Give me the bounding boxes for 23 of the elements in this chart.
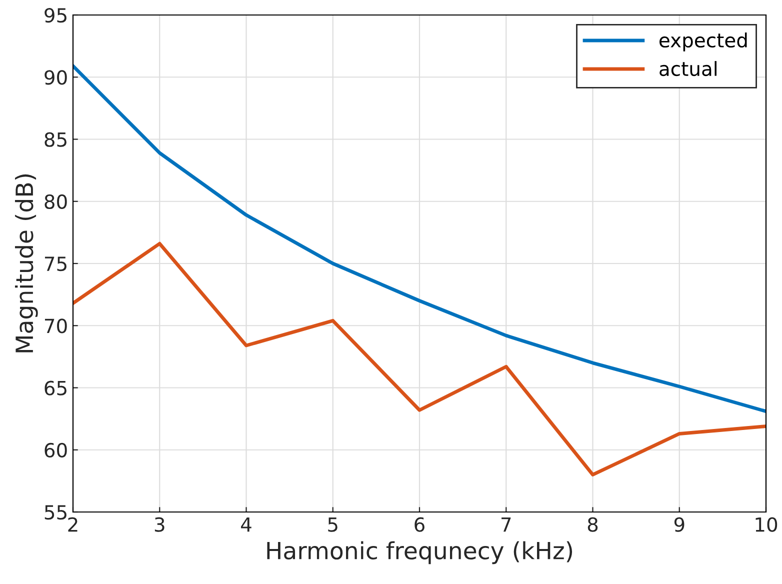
y-tick-label: 55 <box>44 505 66 520</box>
line-series <box>73 242 766 476</box>
legend-label: actual <box>660 61 716 76</box>
y-axis-title: Magnitude (dB) <box>14 174 38 352</box>
x-tick-label: 5 <box>328 517 338 532</box>
y-tick-label: 70 <box>44 318 67 334</box>
x-tick-label: 8 <box>588 517 598 532</box>
x-tick-label: 2 <box>68 517 78 532</box>
x-tick-label: 9 <box>674 517 684 532</box>
y-tick-label: 85 <box>44 132 66 147</box>
y-tick-label: 65 <box>44 380 66 396</box>
y-tick-label: 95 <box>44 8 66 23</box>
legend-label: expected <box>660 32 747 52</box>
x-tick-label: 10 <box>756 517 778 532</box>
x-tick-label: 6 <box>414 517 424 532</box>
x-tick-label: 3 <box>154 517 164 532</box>
y-tick-label: 60 <box>44 442 67 458</box>
y-tick-label: 90 <box>44 70 67 85</box>
x-tick-label: 7 <box>502 517 511 532</box>
x-axis-title: Harmonic frequnecy (kHz) <box>267 541 572 564</box>
y-tick-label: 75 <box>44 256 66 272</box>
x-tick-label: 4 <box>241 517 252 532</box>
y-tick-label: 80 <box>44 194 67 210</box>
